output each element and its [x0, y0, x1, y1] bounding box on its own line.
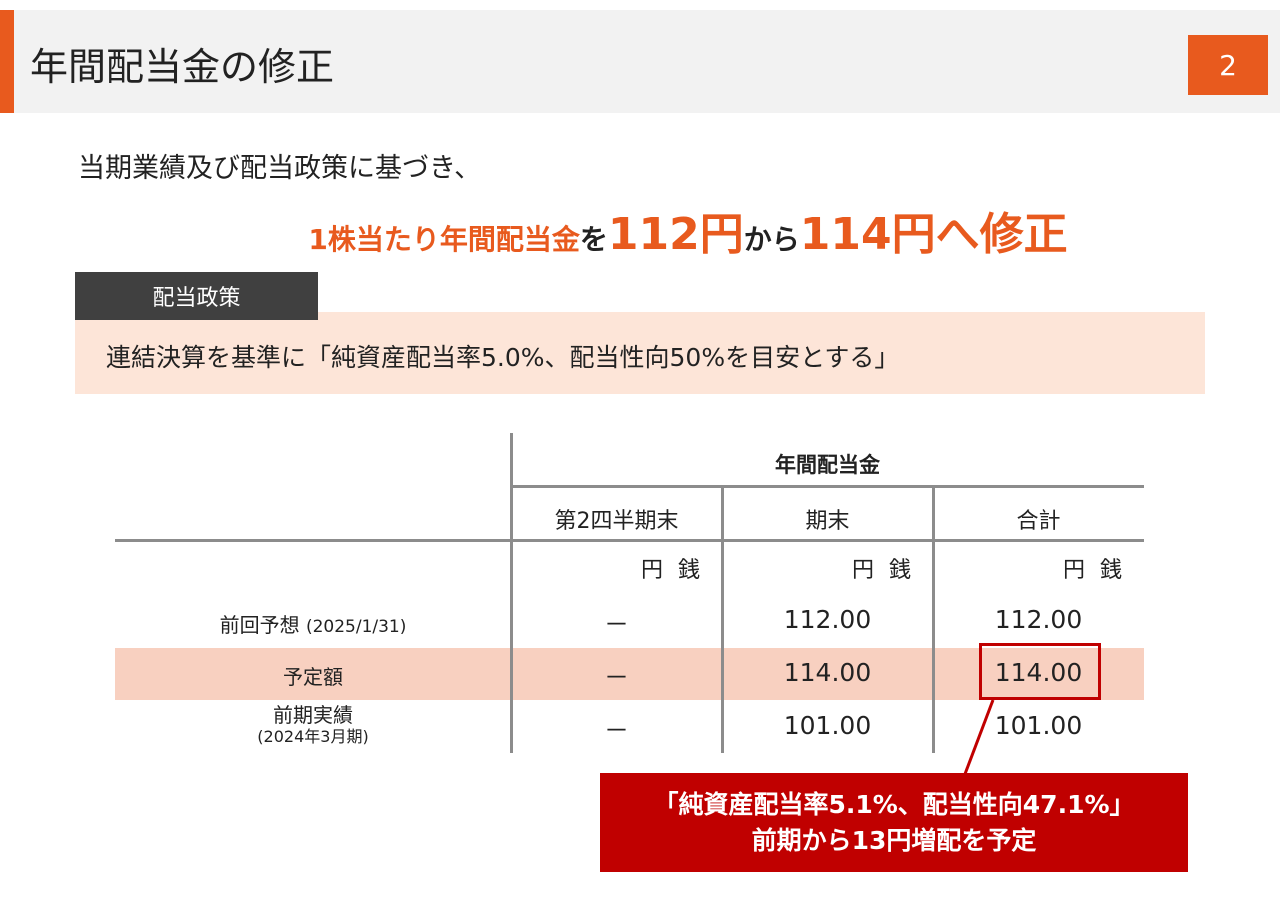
policy-label: 配当政策 — [75, 272, 318, 320]
policy-band — [75, 312, 1205, 394]
page-number: 2 — [1188, 35, 1268, 95]
policy-text: 連結決算を基準に「純資産配当率5.0%、配当性向50%を目安とする」 — [106, 343, 900, 372]
callout-line2: 前期から13円増配を予定 — [751, 825, 1037, 855]
page-title: 年間配当金の修正 — [30, 45, 335, 89]
cell: － — [603, 610, 629, 639]
intro-d: から — [743, 223, 800, 256]
intro-line1: 当期業績及び配当政策に基づき、 — [78, 153, 482, 184]
row-label: 前回予想 (2025/1/31) — [219, 613, 407, 637]
unit-label: 円 銭 — [1063, 558, 1122, 583]
cell: 101.00 — [783, 711, 872, 740]
col-header: 合計 — [1016, 509, 1061, 534]
intro-a: 1株当たり年間配当金 — [308, 223, 580, 256]
intro-b: を — [579, 223, 608, 256]
divider — [510, 433, 513, 753]
divider — [115, 539, 1144, 542]
row-label: 前期実績 (2024年3月期) — [257, 703, 369, 746]
highlight-box — [979, 643, 1101, 700]
intro-c: 112円 — [607, 209, 744, 260]
divider — [511, 485, 1144, 488]
col-header: 期末 — [805, 509, 850, 534]
callout-box: 「純資産配当率5.1%、配当性向47.1%」 前期から13円増配を予定 — [600, 773, 1188, 872]
cell: － — [603, 663, 629, 692]
cell: － — [603, 716, 629, 745]
unit-label: 円 銭 — [641, 558, 700, 583]
cell: 114.00 — [783, 658, 872, 687]
group-header: 年間配当金 — [775, 453, 880, 477]
col-header: 第2四半期末 — [554, 509, 679, 534]
divider — [932, 487, 935, 753]
header-band — [0, 10, 1280, 113]
intro-line2: 1株当たり年間配当金を112円から114円へ修正 — [0, 198, 1280, 262]
row-label: 予定額 — [283, 665, 343, 689]
unit-label: 円 銭 — [852, 558, 911, 583]
highlight-row-bg — [115, 648, 1144, 700]
intro-e: 114円へ修正 — [799, 209, 1068, 260]
header-accent-bar — [0, 10, 14, 113]
callout-line1: 「純資産配当率5.1%、配当性向47.1%」 — [653, 789, 1135, 819]
cell: 112.00 — [783, 605, 872, 634]
cell: 112.00 — [994, 605, 1083, 634]
cell: 114.00 — [994, 658, 1083, 687]
cell: 101.00 — [994, 711, 1083, 740]
divider — [721, 487, 724, 753]
